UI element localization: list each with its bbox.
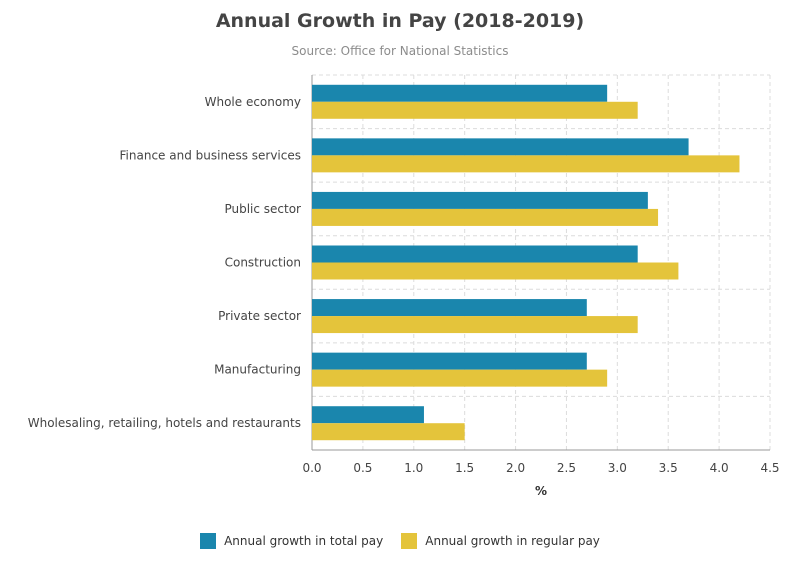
x-tick-label: 3.5 (659, 461, 678, 475)
x-tick-label: 0.5 (353, 461, 372, 475)
legend-label-regular: Annual growth in regular pay (425, 534, 600, 548)
bar-total-pay (312, 191, 648, 209)
x-tick-label: 0.0 (302, 461, 321, 475)
category-label: Public sector (224, 202, 301, 216)
category-label: Whole economy (205, 95, 301, 109)
legend-item-regular[interactable]: Annual growth in regular pay (401, 533, 600, 549)
category-label: Wholesaling, retailing, hotels and resta… (28, 416, 301, 430)
legend-swatch-total (200, 533, 217, 549)
category-label: Finance and business services (120, 148, 301, 162)
legend-label-total: Annual growth in total pay (224, 534, 384, 548)
chart-subtitle: Source: Office for National Statistics (291, 44, 509, 58)
bar-regular-pay (312, 423, 465, 441)
x-tick-label: 2.5 (557, 461, 576, 475)
x-tick-label: 2.0 (506, 461, 525, 475)
bar-regular-pay (312, 316, 638, 334)
bar-total-pay (312, 352, 587, 370)
category-label: Construction (225, 256, 301, 270)
x-axis-title: % (535, 484, 547, 498)
bar-total-pay (312, 406, 424, 424)
x-tick-label: 4.0 (710, 461, 729, 475)
category-label: Private sector (218, 309, 301, 323)
bar-regular-pay (312, 101, 638, 119)
bar-total-pay (312, 245, 638, 263)
chart-title: Annual Growth in Pay (2018-2019) (215, 10, 585, 32)
bar-total-pay (312, 299, 587, 317)
category-label: Manufacturing (214, 363, 301, 377)
x-tick-label: 1.0 (404, 461, 423, 475)
bar-total-pay (312, 138, 689, 156)
bar-regular-pay (312, 262, 679, 280)
bar-regular-pay (312, 369, 608, 387)
x-tick-label: 1.5 (455, 461, 474, 475)
x-tick-label: 4.5 (760, 461, 779, 475)
bar-regular-pay (312, 155, 740, 173)
bar-regular-pay (312, 208, 659, 226)
x-tick-label: 3.0 (608, 461, 627, 475)
legend-swatch-regular (401, 533, 418, 549)
legend: Annual growth in total pay Annual growth… (0, 533, 800, 549)
bar-total-pay (312, 84, 608, 102)
legend-item-total[interactable]: Annual growth in total pay (200, 533, 383, 549)
bar-chart: 0.0 0.5 1.0 1.5 2.0 2.5 3.0 3.5 4.0 4.5 Whole econ… (28, 74, 780, 498)
